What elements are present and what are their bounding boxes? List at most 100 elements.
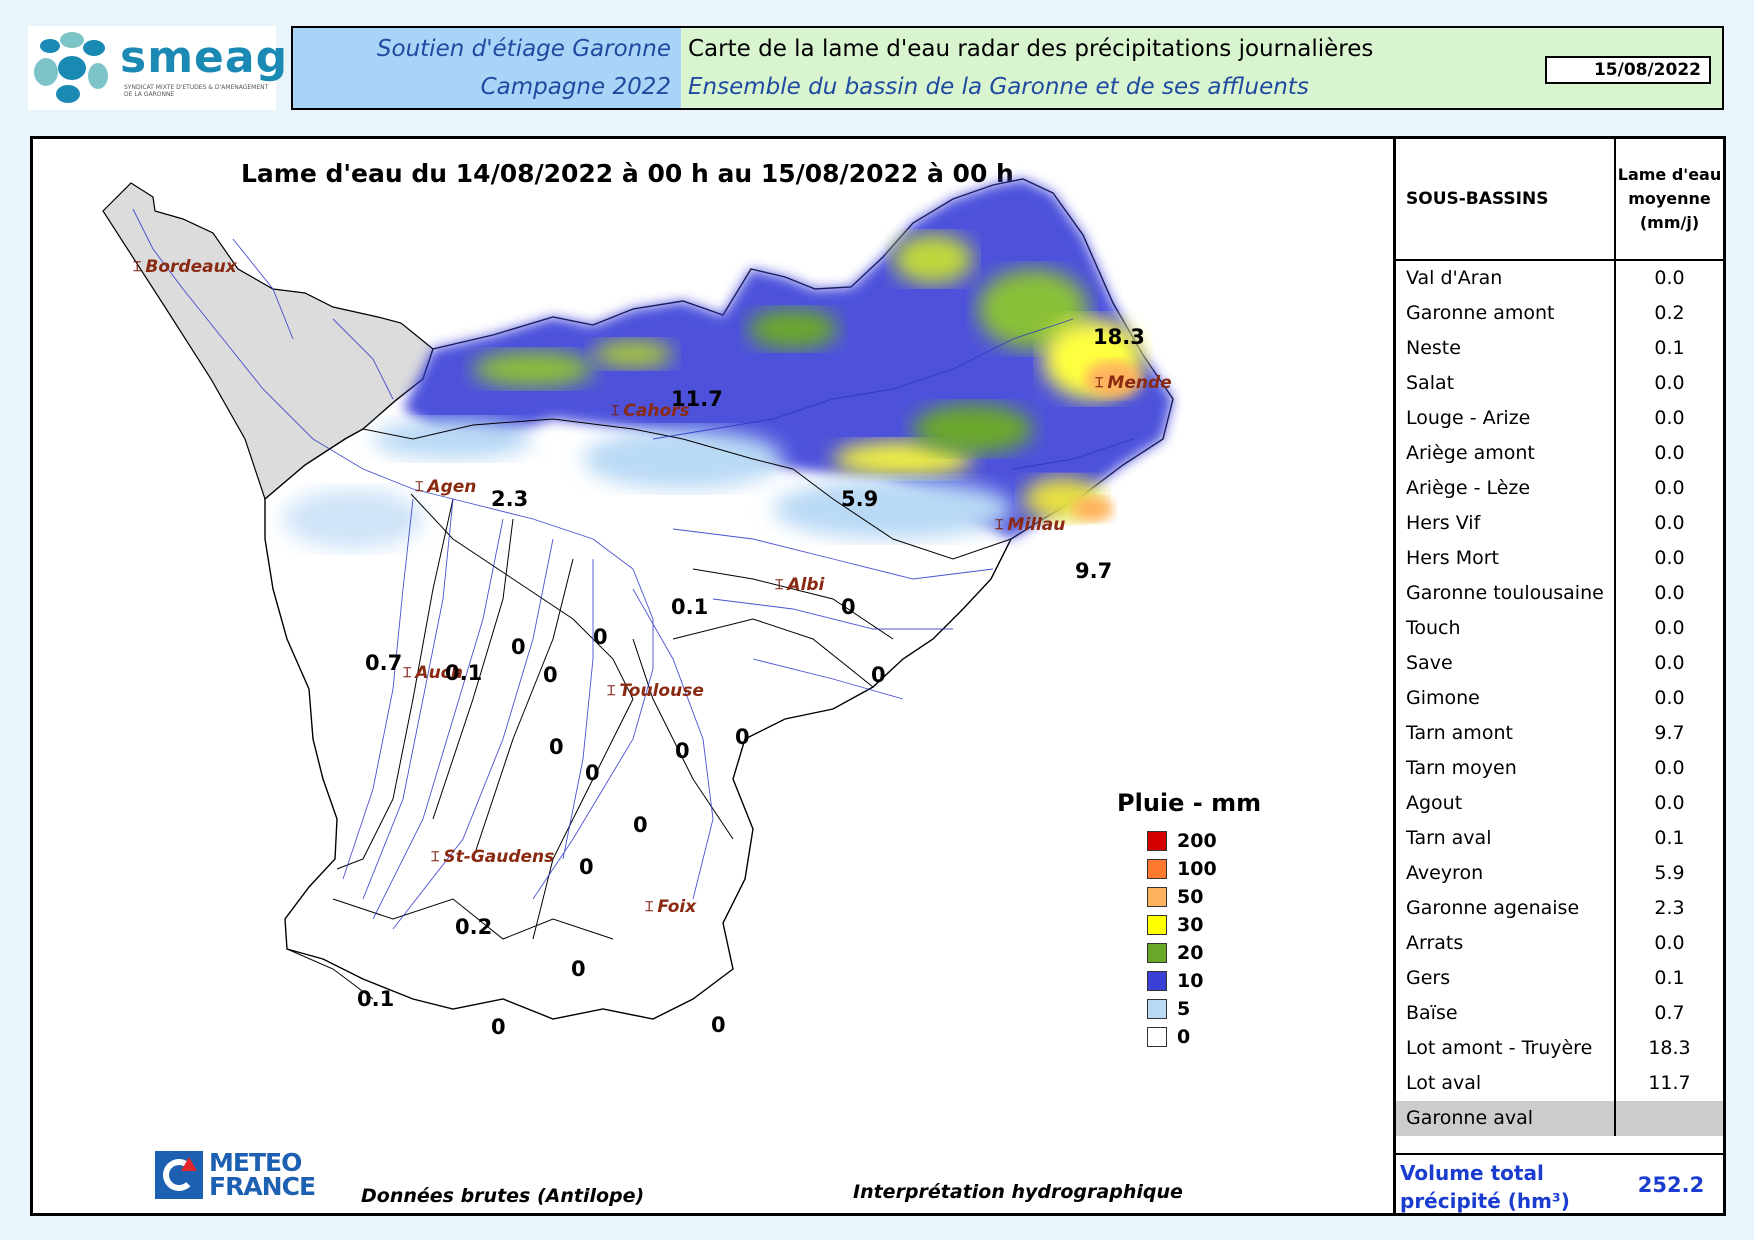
table-row: Salat 0.0 (1396, 366, 1723, 401)
table-row: Ariège amont 0.0 (1396, 436, 1723, 471)
city-pin-icon: ⌶ (611, 403, 620, 419)
legend-swatch (1147, 971, 1167, 991)
sub-basin-value: 0.0 (1654, 267, 1685, 289)
legend-title: Pluie - mm (1117, 789, 1262, 817)
basin-value-label: 2.3 (491, 487, 529, 511)
header-program: Soutien d'étiage Garonne (376, 36, 671, 62)
city-auch: ⌶ Auch (403, 663, 463, 683)
table-row: Gers 0.1 (1396, 961, 1723, 996)
city-bordeaux: ⌶ Bordeaux (133, 257, 237, 277)
city-pin-icon: ⌶ (775, 577, 784, 593)
city-toulouse: ⌶ Toulouse (607, 681, 704, 701)
city-label: Albi (787, 575, 825, 595)
city-cahors: ⌶ Cahors (611, 401, 690, 421)
sub-basin-value: 5.9 (1654, 862, 1685, 884)
basin-value-label: 0 (633, 813, 648, 837)
sub-basin-name: Gimone (1396, 681, 1616, 716)
table-row: Garonne toulousaine 0.0 (1396, 576, 1723, 611)
basin-value-label: 0 (511, 635, 526, 659)
legend-swatch (1147, 943, 1167, 963)
city-pin-icon: ⌶ (1095, 375, 1104, 391)
sub-basin-boundaries (286, 418, 1012, 1000)
legend-value: 50 (1177, 886, 1204, 908)
total-volume-row: Volume total précipité (hm³) 252.2 (1396, 1153, 1726, 1213)
legend-item: 20 (1147, 939, 1261, 967)
legend-value: 0 (1177, 1026, 1191, 1048)
legend-item: 5 (1147, 995, 1261, 1023)
city-pin-icon: ⌶ (607, 683, 616, 699)
sub-basin-name: Garonne agenaise (1396, 891, 1616, 926)
sub-basin-value: 0.0 (1654, 687, 1685, 709)
sub-basin-name: Val d'Aran (1396, 261, 1616, 296)
city-pin-icon: ⌶ (995, 517, 1004, 533)
city-st-gaudens: ⌶ St-Gaudens (431, 847, 554, 867)
legend-swatch (1147, 887, 1167, 907)
sub-basin-value: 11.7 (1648, 1072, 1691, 1094)
basin-value-label: 0 (491, 1015, 506, 1039)
basin-value-label: 11.7 (671, 387, 723, 411)
basin-value-label: 0 (871, 663, 886, 687)
sub-basin-name: Tarn moyen (1396, 751, 1616, 786)
sub-basin-name: Salat (1396, 366, 1616, 401)
table-row: Ariège - Lèze 0.0 (1396, 471, 1723, 506)
logo-tagline: SYNDICAT MIXTE D'ETUDES & D'AMENAGEMENT … (124, 84, 269, 98)
basin-value-label: 0 (593, 625, 608, 649)
sub-basin-name: Hers Mort (1396, 541, 1616, 576)
table-row: Garonne agenaise 2.3 (1396, 891, 1723, 926)
header-mean-depth-line1: Lame d'eau (1617, 165, 1722, 184)
basin-value-label: 0 (543, 663, 558, 687)
map-title: Lame d'eau du 14/08/2022 à 00 h au 15/08… (241, 159, 1014, 188)
table-row: Agout 0.0 (1396, 786, 1723, 821)
meteo-france-line2: FRANCE (209, 1172, 316, 1201)
basin-value-label: 0 (841, 595, 856, 619)
sub-basin-value: 0.0 (1654, 582, 1685, 604)
city-pin-icon: ⌶ (133, 259, 142, 275)
sub-basin-value: 0.0 (1654, 372, 1685, 394)
legend-swatch (1147, 1027, 1167, 1047)
sub-basin-value: 0.2 (1654, 302, 1685, 324)
sub-basin-value: 0.0 (1654, 407, 1685, 429)
header-campaign-panel: Soutien d'étiage Garonne Campagne 2022 (293, 28, 681, 108)
header-mean-depth-line3: (mm/j) (1639, 213, 1700, 232)
table-row: Tarn aval 0.1 (1396, 821, 1723, 856)
interpretation-note: Interprétation hydrographique (853, 1181, 1183, 1203)
sub-basin-name: Louge - Arize (1396, 401, 1616, 436)
city-label: Toulouse (619, 681, 704, 701)
table-row: Touch 0.0 (1396, 611, 1723, 646)
gironde-area (102, 182, 434, 501)
legend-swatch (1147, 831, 1167, 851)
sub-basin-name: Aveyron (1396, 856, 1616, 891)
basin-value-label: 0 (585, 761, 600, 785)
city-agen: ⌶ Agen (415, 477, 476, 497)
sub-basin-name: Neste (1396, 331, 1616, 366)
sub-basin-table: SOUS-BASSINS Lame d'eau moyenne (mm/j) V… (1393, 139, 1726, 1213)
sub-basin-name: Gers (1396, 961, 1616, 996)
legend-value: 20 (1177, 942, 1204, 964)
table-row: Arrats 0.0 (1396, 926, 1723, 961)
sub-basin-name: Ariège - Lèze (1396, 471, 1616, 506)
city-label: Agen (427, 477, 477, 497)
legend-value: 10 (1177, 970, 1204, 992)
sub-basin-name: Tarn amont (1396, 716, 1616, 751)
basin-value-label: 0 (711, 1013, 726, 1037)
table-row: Tarn amont 9.7 (1396, 716, 1723, 751)
sub-basin-value: 0.0 (1654, 652, 1685, 674)
basin-value-label: 0 (675, 739, 690, 763)
sub-basin-name: Garonne aval (1396, 1101, 1616, 1136)
total-volume-label-line2: précipité (hm³) (1400, 1189, 1570, 1213)
sub-basin-value: 0.0 (1654, 792, 1685, 814)
basin-value-label: 0 (735, 725, 750, 749)
table-row: Gimone 0.0 (1396, 681, 1723, 716)
legend-swatch (1147, 915, 1167, 935)
sub-basin-name: Tarn aval (1396, 821, 1616, 856)
basin-value-label: 0 (579, 855, 594, 879)
basin-value-label: 9.7 (1075, 559, 1113, 583)
sub-basin-value: 0.0 (1654, 757, 1685, 779)
legend-value: 100 (1177, 858, 1217, 880)
header-campaign: Campagne 2022 (480, 74, 671, 100)
meteo-france-icon (155, 1151, 203, 1199)
logo-name: smeag (120, 32, 289, 83)
sub-basin-name: Agout (1396, 786, 1616, 821)
legend-item: 200 (1147, 827, 1261, 855)
total-volume-label: Volume total précipité (hm³) (1396, 1155, 1616, 1213)
